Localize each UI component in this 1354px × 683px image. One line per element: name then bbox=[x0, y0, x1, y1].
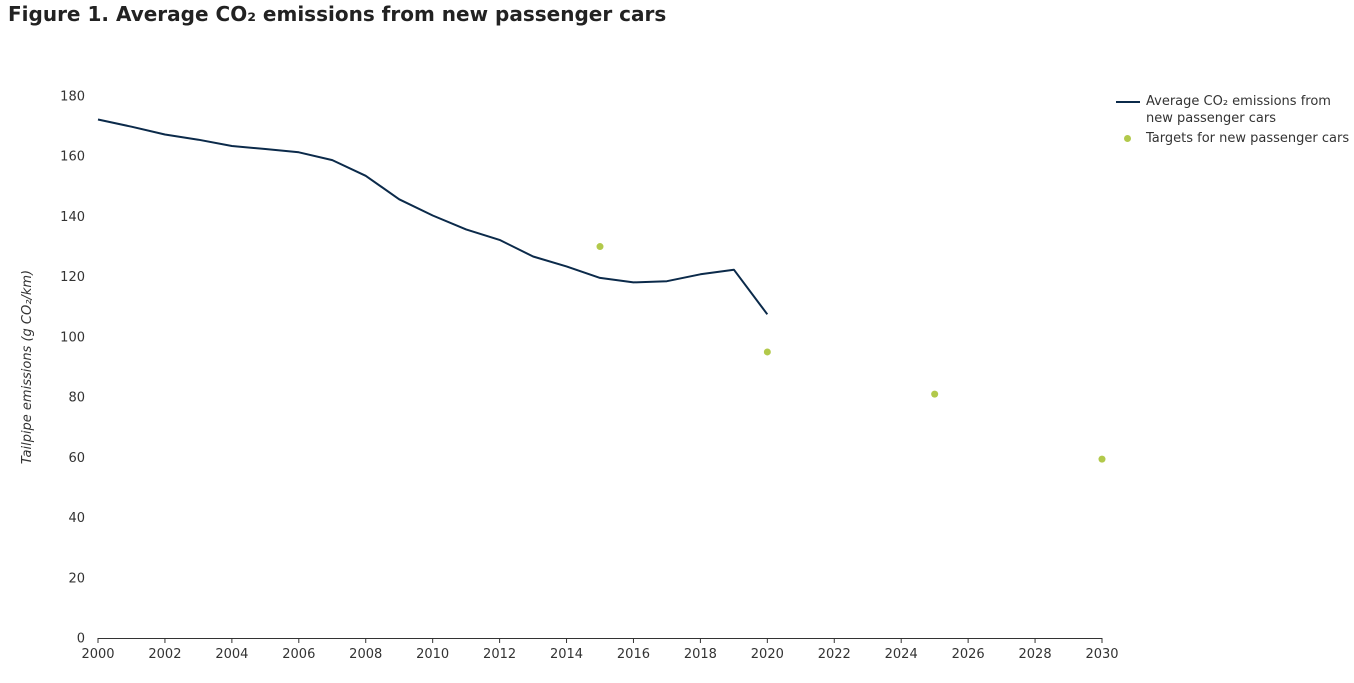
legend-label-targets: Targets for new passenger cars bbox=[1146, 131, 1350, 146]
x-tick-label: 2030 bbox=[1085, 647, 1118, 662]
legend-dot-swatch bbox=[1124, 135, 1131, 142]
x-tick-label: 2026 bbox=[952, 647, 985, 662]
x-tick-label: 2002 bbox=[148, 647, 181, 662]
y-tick-label: 20 bbox=[68, 571, 85, 586]
x-tick-label: 2000 bbox=[81, 647, 114, 662]
x-tick-label: 2018 bbox=[684, 647, 717, 662]
x-tick-label: 2006 bbox=[282, 647, 315, 662]
x-tick-label: 2012 bbox=[483, 647, 516, 662]
y-tick-label: 80 bbox=[68, 391, 85, 406]
x-tick-label: 2010 bbox=[416, 647, 449, 662]
x-tick-label: 2024 bbox=[885, 647, 918, 662]
y-tick-label: 0 bbox=[77, 632, 85, 647]
y-tick-label: 160 bbox=[60, 150, 85, 165]
x-tick-label: 2022 bbox=[818, 647, 851, 662]
y-axis-title: Tailpipe emissions (g CO₂/km) bbox=[20, 270, 35, 464]
series-line-average bbox=[97, 118, 769, 315]
y-tick-label: 60 bbox=[68, 451, 85, 466]
y-tick-label: 140 bbox=[60, 210, 85, 225]
target-point bbox=[931, 390, 939, 398]
legend-label-average: Average CO₂ emissions from new passenger… bbox=[1146, 94, 1331, 126]
chart-title: Figure 1. Average CO₂ emissions from new… bbox=[8, 2, 667, 26]
legend-item-average[interactable]: Average CO₂ emissions from new passenger… bbox=[1115, 93, 1351, 127]
y-tick-label: 100 bbox=[60, 330, 85, 345]
y-tick-label: 40 bbox=[68, 511, 85, 526]
x-tick-label: 2008 bbox=[349, 647, 382, 662]
x-tick-label: 2004 bbox=[215, 647, 248, 662]
target-point bbox=[1098, 455, 1106, 463]
legend-line-swatch bbox=[1116, 101, 1140, 103]
legend: Average CO₂ emissions from new passenger… bbox=[1115, 93, 1351, 150]
target-point bbox=[763, 348, 771, 356]
y-tick-label: 180 bbox=[60, 90, 85, 105]
target-point bbox=[596, 243, 604, 251]
legend-item-targets[interactable]: Targets for new passenger cars bbox=[1115, 130, 1351, 147]
x-tick-label: 2014 bbox=[550, 647, 583, 662]
y-tick-label: 120 bbox=[60, 270, 85, 285]
x-tick-label: 2028 bbox=[1019, 647, 1052, 662]
x-tick-label: 2020 bbox=[751, 647, 784, 662]
x-tick-label: 2016 bbox=[617, 647, 650, 662]
